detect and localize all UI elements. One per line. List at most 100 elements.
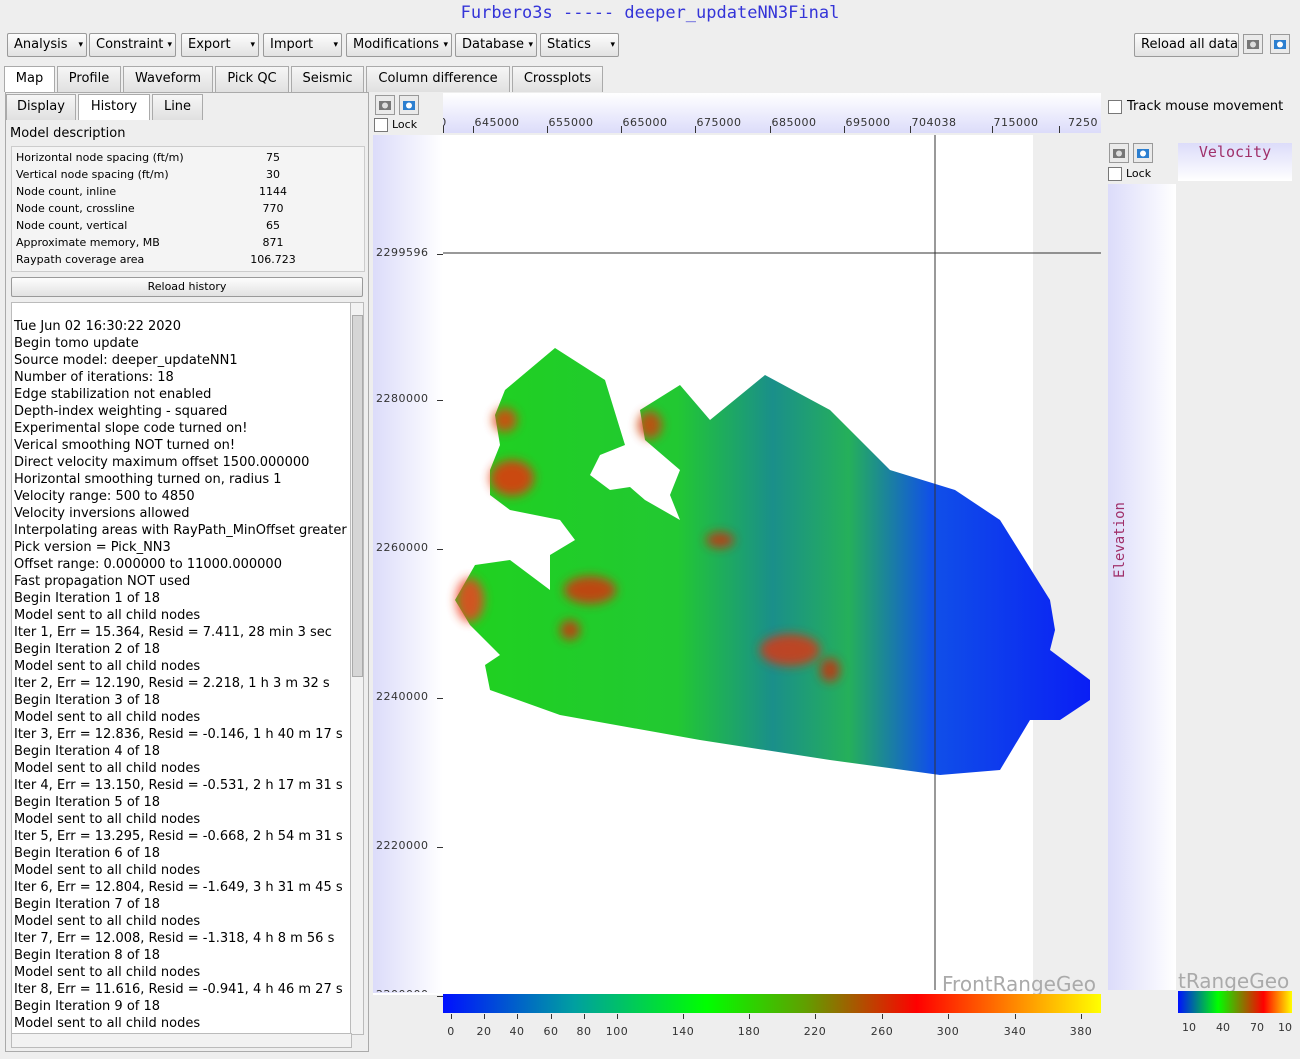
menu-button[interactable]: Constraint ▾	[89, 33, 176, 57]
y-tick-label: 2260000	[376, 541, 429, 554]
menu-button[interactable]: Export ▾	[181, 33, 259, 57]
reload-history-button[interactable]: Reload history	[11, 277, 363, 297]
section-title: Model description	[10, 126, 126, 141]
history-line: Iter 5, Err = 13.295, Resid = -0.668, 2 …	[14, 829, 343, 844]
v-scrollbar[interactable]	[350, 302, 364, 1035]
camera-icon[interactable]	[375, 95, 395, 115]
row-label: Node count, crossline	[16, 202, 135, 215]
scroll-thumb[interactable]	[352, 315, 363, 677]
subtab[interactable]: Display	[6, 94, 76, 120]
colorbar-tick	[882, 1014, 883, 1019]
colorbar-tick	[617, 1014, 618, 1019]
tab[interactable]: Profile	[57, 66, 121, 92]
lock-label: Lock	[1126, 167, 1152, 180]
camera-icon[interactable]	[1243, 34, 1263, 54]
icon	[1113, 149, 1125, 158]
y-tick-label: 2220000	[376, 839, 429, 852]
menu-button[interactable]: Import ▾	[263, 33, 342, 57]
lock-checkbox[interactable]	[374, 118, 388, 132]
tab[interactable]: Seismic	[291, 66, 364, 92]
elevation-label: Elevation	[1112, 502, 1128, 578]
x-tick	[992, 126, 993, 133]
history-line: Begin Iteration 2 of 18	[14, 642, 161, 657]
colorbar-tick	[551, 1014, 552, 1019]
history-line: Begin Iteration 1 of 18	[14, 591, 161, 606]
colorbar-tick-label: 10	[1182, 1021, 1196, 1034]
x-tick	[844, 126, 845, 133]
history-line: Tue Jun 02 16:30:22 2020	[14, 319, 182, 334]
tab[interactable]: Pick QC	[215, 66, 289, 92]
y-tick	[437, 549, 443, 550]
subtab[interactable]: History	[78, 94, 150, 120]
camera-icon[interactable]	[399, 95, 419, 115]
icon	[403, 101, 415, 110]
row-value: 106.723	[250, 253, 296, 266]
velocity-map	[443, 135, 1101, 990]
h-scrollbar[interactable]	[11, 1033, 352, 1048]
history-line: Iter 2, Err = 12.190, Resid = 2.218, 1 h…	[14, 676, 330, 691]
subtab[interactable]: Line	[152, 94, 203, 120]
dropdown-arrow: ▾	[610, 40, 615, 50]
history-line: Model sent to all child nodes	[14, 761, 201, 776]
history-line: Iter 6, Err = 12.804, Resid = -1.649, 3 …	[14, 880, 343, 895]
elevation-strip	[1108, 184, 1176, 990]
row-label: Horizontal node spacing (ft/m)	[16, 151, 184, 164]
tab[interactable]: Waveform	[123, 66, 213, 92]
history-line: Model sent to all child nodes	[14, 914, 201, 929]
history-line: Fast propagation NOT used	[14, 574, 191, 589]
history-line: Model sent to all child nodes	[14, 863, 201, 878]
colorbar-tick-label: 0	[447, 1025, 455, 1038]
dropdown-arrow: ▾	[250, 40, 255, 50]
x-axis-strip	[443, 93, 1101, 133]
y-tick-label: 2280000	[376, 392, 429, 405]
camera-icon[interactable]	[1270, 34, 1290, 54]
x-tick	[443, 126, 444, 133]
menu-button[interactable]: Database ▾	[455, 33, 537, 57]
colorbar-tick-label: 80	[576, 1025, 592, 1038]
model-table: Horizontal node spacing (ft/m) 75 Vertical…	[11, 146, 365, 272]
history-line: Begin Iteration 4 of 18	[14, 744, 161, 759]
menu-button[interactable]: Analysis ▾	[7, 33, 87, 57]
dropdown-arrow: ▾	[78, 40, 83, 50]
x-tick	[621, 126, 622, 133]
x-tick	[770, 126, 771, 133]
watermark: FrontRangeGeo	[942, 972, 1097, 996]
camera-icon[interactable]	[1133, 143, 1153, 163]
menu-button[interactable]: Statics ▾	[540, 33, 619, 57]
row-value: 30	[266, 168, 280, 181]
history-line: Experimental slope code turned on!	[14, 421, 248, 436]
history-line: Begin Iteration 5 of 18	[14, 795, 161, 810]
menu-button[interactable]: Modifications ▾	[346, 33, 452, 57]
tab[interactable]: Column difference	[366, 66, 510, 92]
x-tick-label: 645000	[474, 116, 520, 129]
reload-all-button[interactable]: Reload all data	[1134, 33, 1239, 57]
x-tick-label: 0	[439, 116, 447, 129]
x-tick-label: 655000	[548, 116, 594, 129]
history-line: Model sent to all child nodes	[14, 812, 201, 827]
lock-label: Lock	[392, 118, 418, 131]
dropdown-arrow: ▾	[333, 40, 338, 50]
tab[interactable]: Crossplots	[512, 66, 603, 92]
history-line: Direct velocity maximum offset 1500.0000…	[14, 455, 310, 470]
track-checkbox[interactable]	[1108, 100, 1122, 114]
row-label: Node count, vertical	[16, 219, 128, 232]
icon	[1274, 40, 1286, 49]
colorbar-tick-label: 340	[1003, 1025, 1027, 1038]
y-tick	[437, 698, 443, 699]
history-line: Depth-index weighting - squared	[14, 404, 228, 419]
colorbar-tick	[451, 1014, 452, 1019]
camera-icon[interactable]	[1109, 143, 1129, 163]
row-label: Raypath coverage area	[16, 253, 145, 266]
history-line: Iter 7, Err = 12.008, Resid = -1.318, 4 …	[14, 931, 335, 946]
row-value: 770	[262, 202, 284, 215]
history-line: Offset range: 0.000000 to 11000.000000	[14, 557, 282, 572]
velocity-label: Velocity	[1178, 143, 1292, 181]
x-tick-label: 675000	[696, 116, 742, 129]
colorbar	[443, 994, 1101, 1013]
icon	[1247, 40, 1259, 49]
lock-checkbox[interactable]	[1108, 167, 1122, 181]
colorbar-tick-label: 140	[671, 1025, 695, 1038]
colorbar-tick	[517, 1014, 518, 1019]
tab[interactable]: Map	[4, 66, 55, 92]
